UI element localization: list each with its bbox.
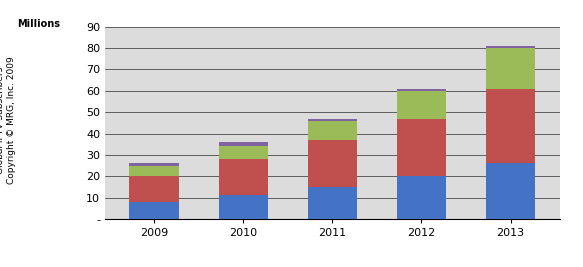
Bar <box>308 140 357 187</box>
Bar <box>486 89 535 163</box>
Bar <box>219 159 268 195</box>
Bar <box>486 48 535 89</box>
Bar <box>129 202 178 219</box>
Bar <box>397 89 446 91</box>
Bar <box>219 146 268 159</box>
Bar <box>397 119 446 176</box>
Bar <box>129 166 178 176</box>
Text: Millions: Millions <box>17 19 61 29</box>
Bar <box>129 176 178 202</box>
Bar <box>308 187 357 219</box>
Bar <box>486 46 535 48</box>
Bar <box>397 91 446 119</box>
Bar <box>397 176 446 219</box>
Bar <box>486 163 535 219</box>
Bar <box>308 121 357 140</box>
Bar <box>129 163 178 166</box>
Bar <box>308 119 357 121</box>
Text: Global IPTV Subscribers
Copyright © MRG, Inc. 2009: Global IPTV Subscribers Copyright © MRG,… <box>0 56 16 184</box>
Bar <box>219 142 268 146</box>
Bar <box>219 195 268 219</box>
